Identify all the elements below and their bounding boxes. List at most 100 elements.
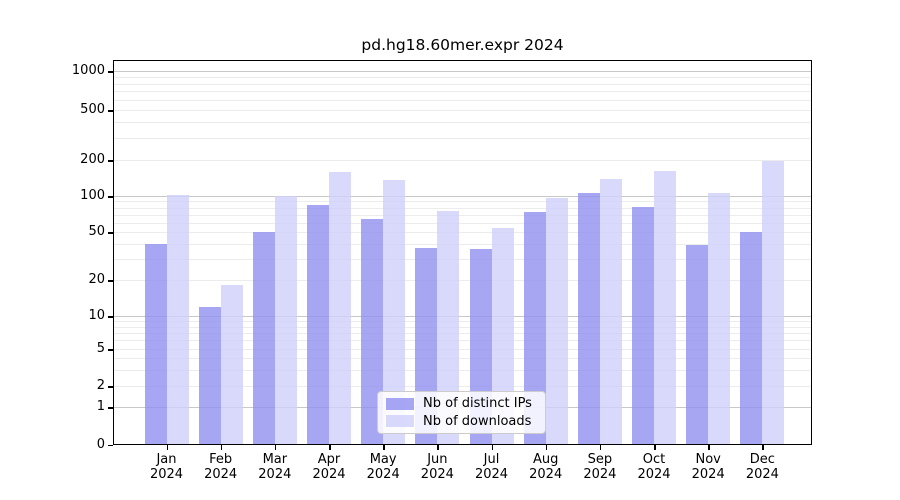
- bar-distinct-ips-oct: [632, 206, 655, 444]
- legend-item-distinct-ips: Nb of distinct IPs: [386, 396, 537, 411]
- x-tick-label: Aug 2024: [529, 452, 563, 482]
- x-axis-tick: [762, 445, 764, 450]
- x-axis-tick: [166, 445, 168, 450]
- y-tick-label: 5: [96, 341, 105, 356]
- bar-downloads-mar: [274, 196, 297, 444]
- gridline-minor: [114, 110, 811, 111]
- x-axis-tick: [599, 445, 602, 450]
- bar-downloads-oct: [654, 171, 677, 444]
- x-tick-label: May 2024: [366, 452, 400, 482]
- gridline-minor: [114, 358, 811, 359]
- y-tick-label: 0: [96, 436, 105, 452]
- x-axis-tick: [220, 445, 223, 450]
- y-axis-tick: [108, 407, 113, 409]
- y-axis-tick: [108, 316, 113, 318]
- gridline-minor: [114, 76, 811, 78]
- bar-distinct-ips-nov: [686, 245, 709, 444]
- x-axis-tick: [491, 445, 494, 450]
- gridline-minor: [114, 386, 811, 387]
- y-axis-tick: [108, 386, 113, 388]
- bar-downloads-apr: [329, 171, 351, 444]
- bar-downloads-may: [383, 180, 406, 444]
- legend-swatch-distinct-ips: [386, 397, 414, 410]
- y-axis-tick: [108, 232, 113, 234]
- y-tick-label: 20: [88, 272, 105, 287]
- x-tick-label: Jun 2024: [420, 452, 454, 482]
- x-tick-label: Jul 2024: [474, 452, 509, 482]
- x-tick-label: Mar 2024: [258, 452, 292, 482]
- bar-downloads-feb: [220, 285, 243, 444]
- y-tick-label: 200: [80, 152, 105, 167]
- gridline-minor: [114, 91, 811, 93]
- gridline-minor: [114, 258, 811, 260]
- x-axis-tick: [383, 445, 385, 450]
- gridline-minor: [114, 321, 811, 323]
- gridline-minor: [114, 122, 811, 124]
- bar-distinct-ips-apr: [307, 205, 329, 444]
- y-tick-label: 500: [80, 102, 105, 117]
- gridline-minor: [114, 280, 811, 281]
- chart-title: pd.hg18.60mer.expr 2024: [361, 36, 564, 54]
- bar-downloads-jul: [491, 228, 514, 444]
- bar-downloads-dec: [762, 161, 785, 444]
- legend-label-downloads: Nb of downloads: [423, 413, 532, 429]
- y-tick-label: 10: [88, 308, 105, 323]
- x-axis-tick: [708, 445, 710, 450]
- x-tick-label: Dec 2024: [745, 452, 779, 482]
- x-axis-tick: [329, 445, 331, 450]
- x-tick-label: Nov 2024: [691, 452, 725, 482]
- y-axis-tick: [108, 444, 113, 446]
- legend-label-distinct-ips: Nb of distinct IPs: [423, 396, 532, 412]
- gridline-minor: [114, 232, 811, 233]
- bar-distinct-ips-feb: [198, 306, 221, 444]
- bar-distinct-ips-aug: [523, 212, 546, 444]
- y-tick-label: 50: [88, 224, 105, 239]
- gridline-minor: [114, 332, 811, 334]
- x-tick-label: Jan 2024: [149, 452, 184, 482]
- legend-swatch-downloads: [386, 415, 414, 428]
- x-tick-label: Sep 2024: [583, 452, 617, 482]
- bar-downloads-aug: [545, 197, 568, 444]
- x-axis-tick: [654, 445, 656, 450]
- gridline-major: [114, 196, 811, 197]
- gridline-minor: [114, 326, 811, 328]
- bar-downloads-jan: [166, 194, 189, 444]
- gridline-minor: [114, 243, 811, 245]
- x-tick-label: Apr 2024: [312, 452, 346, 482]
- y-axis-tick: [108, 196, 113, 198]
- gridline-major: [114, 316, 811, 317]
- legend: Nb of distinct IPs Nb of downloads: [377, 391, 546, 434]
- x-axis-tick: [274, 445, 277, 450]
- gridline-major: [114, 71, 811, 72]
- y-tick-label: 1: [96, 399, 105, 414]
- gridline-minor: [114, 222, 811, 224]
- bar-distinct-ips-may: [361, 219, 384, 444]
- gridline-minor: [114, 137, 811, 139]
- y-axis-tick: [108, 280, 113, 282]
- y-tick-label: 2: [96, 378, 105, 393]
- x-tick-label: Feb 2024: [204, 452, 238, 482]
- gridline-minor: [114, 99, 811, 101]
- bar-distinct-ips-dec: [740, 232, 763, 444]
- gridline-minor: [114, 207, 811, 209]
- plot-area: Nb of distinct IPs Nb of downloads: [113, 60, 812, 445]
- bar-downloads-sep: [599, 178, 622, 444]
- bar-downloads-nov: [708, 192, 731, 444]
- y-axis-tick: [108, 110, 113, 112]
- gridline-minor: [114, 349, 811, 350]
- gridline-minor: [114, 340, 811, 342]
- x-tick-label: Oct 2024: [637, 452, 671, 482]
- y-axis-tick: [108, 71, 113, 73]
- y-axis-tick: [108, 349, 113, 351]
- bar-downloads-jun: [437, 210, 460, 444]
- gridline-minor: [114, 214, 811, 216]
- gridline-minor: [114, 83, 811, 85]
- y-tick-label: 100: [80, 188, 105, 203]
- bar-distinct-ips-sep: [577, 193, 600, 444]
- bar-distinct-ips-mar: [252, 232, 275, 444]
- bar-distinct-ips-jan: [144, 243, 167, 444]
- x-axis-tick: [437, 445, 439, 450]
- legend-item-downloads: Nb of downloads: [386, 414, 537, 429]
- gridline-minor: [114, 201, 811, 203]
